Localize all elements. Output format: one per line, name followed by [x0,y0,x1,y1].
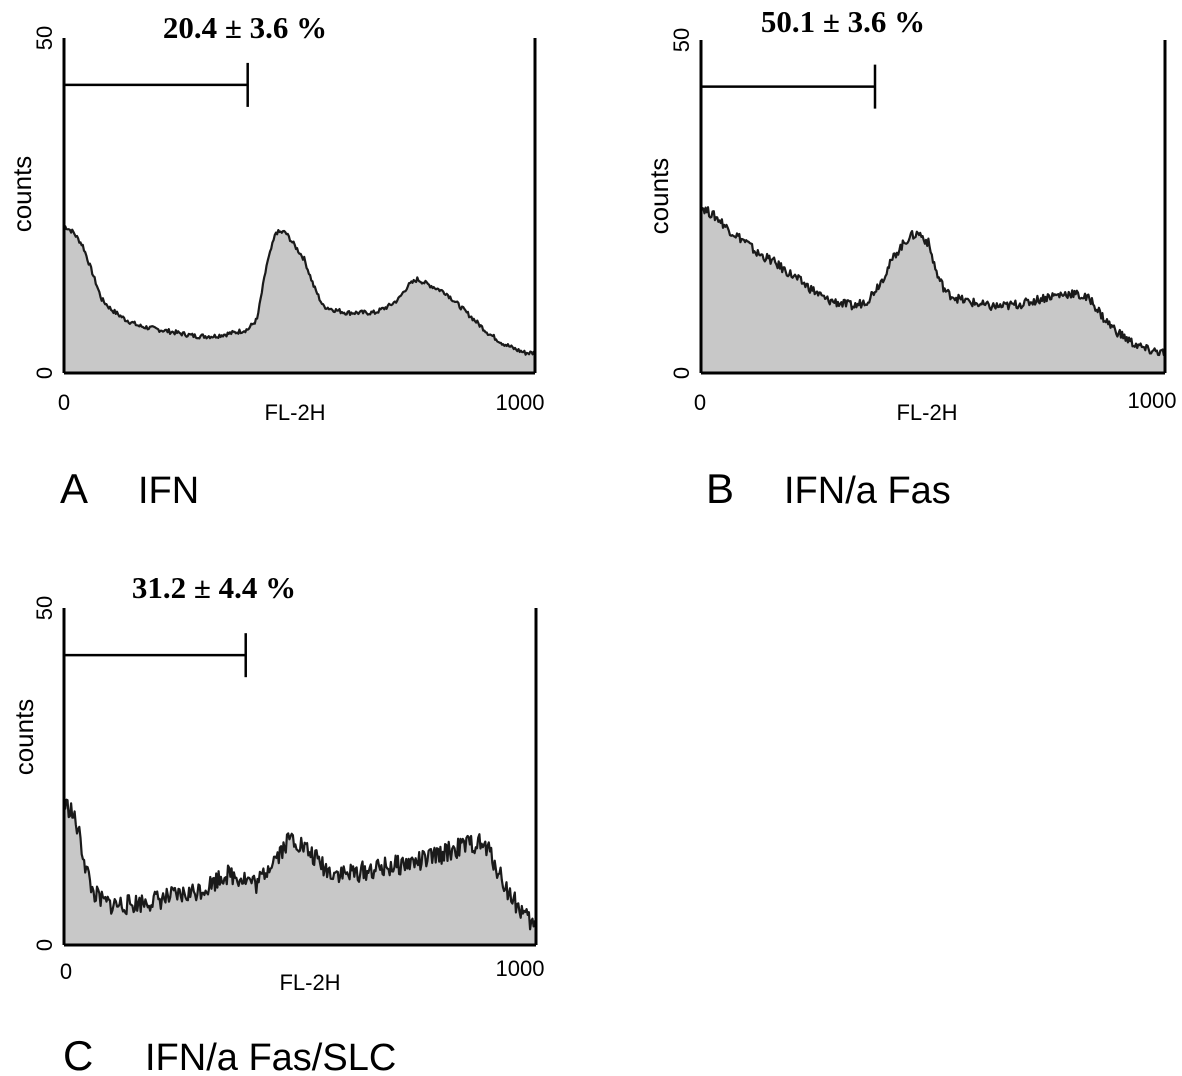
panel-b-y-label: counts [644,158,674,235]
panel-a-y-tick-min: 0 [32,367,57,379]
panel-b-x-label: FL-2H [896,400,957,425]
panel-b-x-tick-min: 0 [694,390,706,415]
panel-a-label: IFN [138,470,199,512]
panel-b-label: IFN/a Fas [784,470,951,512]
panel-a-x-tick-min: 0 [58,390,70,415]
panel-a-x-tick-max: 1000 [496,390,545,415]
panel-a-annotation: 20.4 ± 3.6 % [163,10,327,45]
panel-b: 50.1 ± 3.6 % 50 0 counts 0 1000 FL-2H B … [644,4,1177,512]
panel-c-histogram-fill [64,799,536,945]
panel-b-y-tick-max: 50 [669,28,694,52]
panel-a-letter: A [60,465,88,512]
panel-a-y-tick-max: 50 [32,26,57,50]
panel-a-histogram-line [63,224,537,356]
panel-c-letter: C [63,1032,93,1076]
panel-a-histogram-series [63,224,537,356]
panel-b-histogram-series [699,206,1167,357]
panel-b-histogram-line [699,206,1167,357]
panel-a-histogram-area [64,225,535,373]
panel-b-x-tick-max: 1000 [1128,388,1177,413]
panel-a-x-label: FL-2H [264,400,325,425]
panel-c-y-tick-min: 0 [32,939,57,951]
panel-c-x-label: FL-2H [279,970,340,995]
panel-a: 20.4 ± 3.6 % 50 0 counts 0 1000 FL-2H A … [7,10,545,512]
panel-b-letter: B [706,465,734,512]
panel-b-histogram-fill [701,207,1165,373]
panel-c-gate-marker [62,633,247,678]
panel-a-gate-marker [62,62,249,107]
panel-c-histogram-series [62,798,537,931]
panel-b-gate-marker [699,64,877,109]
panel-b-y-tick-min: 0 [669,367,694,379]
panel-c-histogram-line [62,798,537,931]
panel-c-annotation: 31.2 ± 4.4 % [132,570,296,605]
panel-a-y-label: counts [7,156,37,233]
panel-c-y-label: counts [9,699,39,776]
panel-c: 31.2 ± 4.4 % 50 0 counts 0 1000 FL-2H C … [9,570,545,1076]
panel-c-histogram-area [64,799,536,945]
panel-c-y-tick-max: 50 [32,596,57,620]
panel-a-histogram-fill [64,225,535,373]
panel-b-annotation: 50.1 ± 3.6 % [761,4,925,39]
panel-b-histogram-area [701,207,1165,373]
panel-c-label: IFN/a Fas/SLC [145,1037,396,1076]
panel-c-x-tick-max: 1000 [496,956,545,981]
panel-c-x-tick-min: 0 [60,959,72,984]
